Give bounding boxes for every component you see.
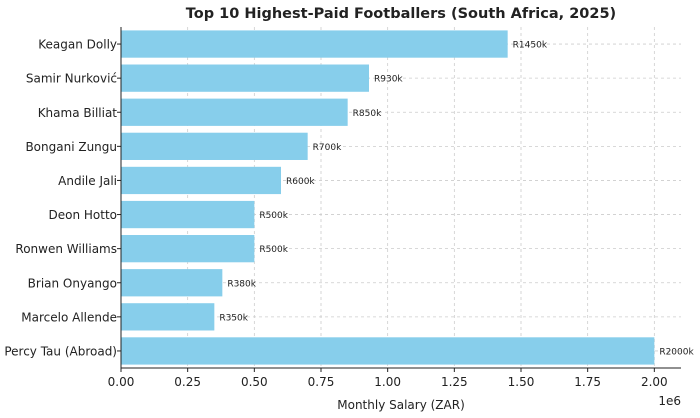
bars [121,30,655,365]
bar [121,30,508,58]
x-tick-label: 1.50 [508,375,535,389]
bar [121,235,255,263]
data-label: R500k [259,211,288,221]
x-axis-label: Monthly Salary (ZAR) [337,398,465,412]
labels: 0.00 0.25 0.50 0.75 1.00 1.25 1.50 1.75 2.00 Keag… [4,38,694,389]
y-tick-label: Andile Jali [58,174,117,188]
y-tick-label: Khama Billiat [38,106,118,120]
x-axis-scale-label: 1e6 [658,394,681,408]
bar [121,269,223,297]
bar [121,303,215,331]
bar [121,166,281,195]
data-label: R700k [313,143,342,153]
data-label: R1450k [513,41,548,51]
x-tick-label: 1.75 [574,375,601,389]
x-tick-label: 2.00 [641,375,668,389]
x-tick-label: 1.00 [374,375,401,389]
data-label: R350k [219,313,248,323]
y-tick-label: Percy Tau (Abroad) [4,344,117,358]
y-tick-label: Deon Hotto [48,208,117,222]
y-tick-label: Samir Nurković [26,72,117,86]
x-tick-label: 0.75 [308,375,335,389]
y-tick-label: Keagan Dolly [38,38,117,52]
bar [121,98,348,126]
axes [117,27,681,372]
y-tick-label: Marcelo Allende [21,310,117,324]
chart-title: Top 10 Highest-Paid Footballers (South A… [186,6,616,22]
data-label: R850k [353,109,382,119]
bar [121,337,655,365]
data-label: R500k [259,245,288,255]
data-label: R380k [227,279,256,289]
x-tick-label: 0.25 [174,375,201,389]
x-tick-label: 1.25 [441,375,468,389]
bar [121,132,308,160]
data-label: R600k [286,177,315,187]
y-tick-label: Ronwen Williams [15,242,117,256]
y-tick-label: Brian Onyango [28,276,117,290]
data-label: R930k [374,75,403,85]
data-label: R2000k [659,347,694,357]
x-tick-label: 0.00 [108,375,135,389]
bar [121,200,255,229]
y-tick-label: Bongani Zungu [25,140,117,154]
x-tick-label: 0.50 [241,375,268,389]
bar [121,64,369,92]
